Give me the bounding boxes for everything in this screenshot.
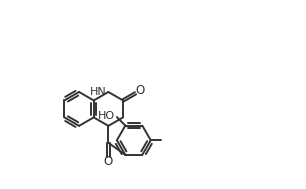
Text: HN: HN bbox=[90, 87, 107, 97]
Text: O: O bbox=[135, 84, 144, 98]
Text: HO: HO bbox=[97, 111, 114, 121]
Text: O: O bbox=[104, 155, 113, 168]
